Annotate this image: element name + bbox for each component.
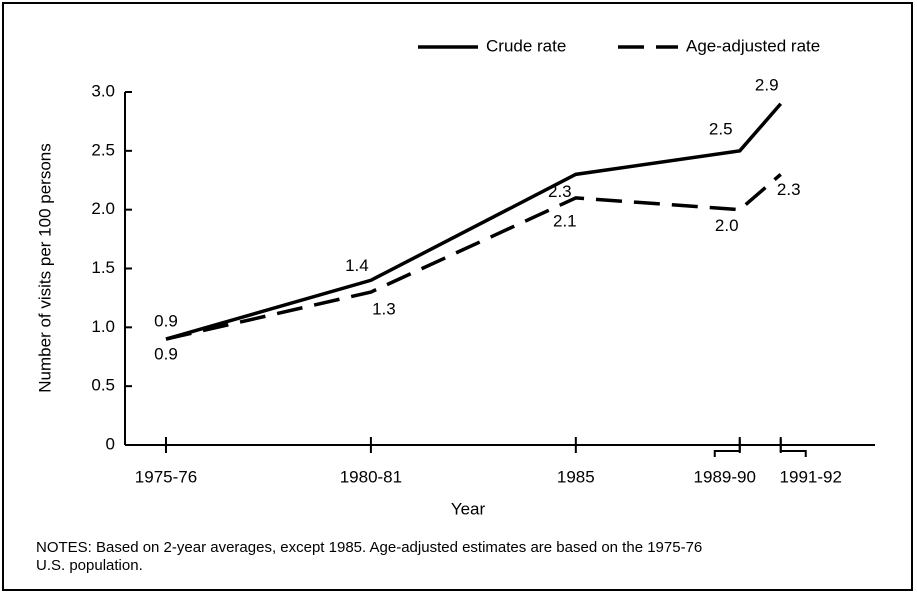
data-label: 0.9 — [154, 345, 178, 364]
x-tick-label: 1975-76 — [135, 467, 197, 486]
data-label: 1.3 — [372, 300, 396, 319]
y-axis-label: Number of visits per 100 persons — [35, 143, 54, 392]
y-tick-label: 1.0 — [91, 317, 115, 336]
data-label: 2.5 — [709, 119, 733, 138]
data-label: 2.0 — [715, 216, 739, 235]
x-tick-label: 1985 — [557, 467, 595, 486]
data-label: 2.1 — [553, 211, 577, 230]
legend-label: Age-adjusted rate — [686, 36, 820, 55]
series-line — [165, 173, 782, 341]
note: NOTES: Based on 2-year averages, except … — [36, 539, 702, 556]
data-label: 2.9 — [755, 75, 779, 94]
data-label: 1.4 — [345, 256, 369, 275]
data-label: 2.3 — [777, 180, 801, 199]
y-tick-label: 3.0 — [91, 81, 115, 100]
x-tick-label: 1989-90 — [694, 467, 756, 486]
note: U.S. population. — [36, 557, 143, 574]
y-tick-label: 0 — [106, 434, 115, 453]
legend-label: Crude rate — [486, 36, 566, 55]
frame — [2, 2, 913, 591]
x-axis-label: Year — [451, 499, 486, 518]
y-tick-label: 2.0 — [91, 199, 115, 218]
data-label: 2.3 — [548, 182, 572, 201]
axis-break — [713, 439, 741, 457]
x-tick-label: 1991-92 — [780, 467, 842, 486]
series-line — [165, 102, 783, 341]
x-tick-label: 1980-81 — [340, 467, 402, 486]
axis-break — [779, 439, 807, 457]
y-tick-label: 0.5 — [91, 376, 115, 395]
data-label: 0.9 — [154, 312, 178, 331]
y-tick-label: 2.5 — [91, 140, 115, 159]
y-tick-label: 1.5 — [91, 258, 115, 277]
